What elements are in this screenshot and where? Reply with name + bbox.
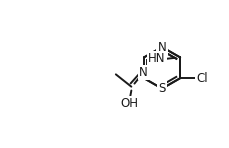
- Text: N: N: [157, 41, 166, 54]
- Text: Cl: Cl: [195, 72, 207, 85]
- Text: HN: HN: [147, 52, 165, 65]
- Text: OH: OH: [120, 97, 138, 110]
- Text: S: S: [158, 82, 165, 95]
- Text: N: N: [139, 66, 147, 79]
